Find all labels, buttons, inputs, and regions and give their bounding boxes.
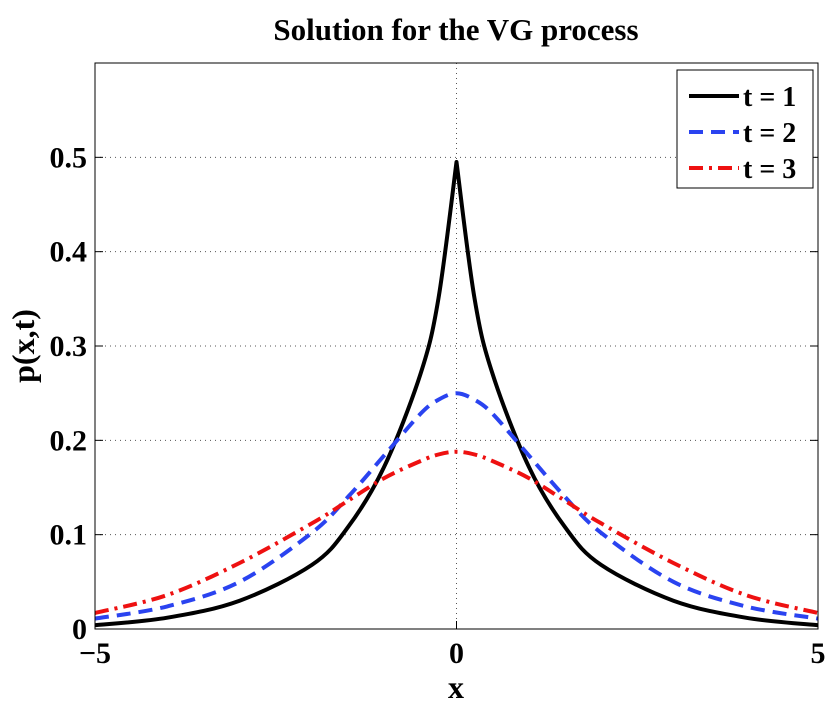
grid-lines xyxy=(95,63,818,629)
legend-label-t2: t = 2 xyxy=(743,118,796,149)
legend-label-t3: t = 3 xyxy=(743,154,796,185)
series-layer xyxy=(94,160,819,628)
legend-label-t1: t = 1 xyxy=(743,82,796,113)
y-axis-label: p(x,t) xyxy=(5,309,41,383)
y-tick-label: 0 xyxy=(72,613,87,646)
y-tick-label: 0.4 xyxy=(50,236,88,269)
y-tick-label: 0.5 xyxy=(50,141,88,174)
chart-title: Solution for the VG process xyxy=(273,12,638,47)
y-tick-label: 0.3 xyxy=(50,330,88,363)
series-line-t2 xyxy=(94,391,819,621)
x-tick-label: 5 xyxy=(811,637,826,670)
x-tick-label: −5 xyxy=(79,637,111,670)
x-axis-ticks: −5 0 5 xyxy=(79,621,826,670)
y-tick-label: 0.1 xyxy=(50,519,88,552)
x-axis-label: x xyxy=(448,669,464,704)
series-line-t3 xyxy=(94,449,819,615)
x-tick-label: 0 xyxy=(449,637,464,670)
series-line-t1 xyxy=(94,160,819,628)
legend: t = 1 t = 2 t = 3 xyxy=(676,69,814,189)
y-tick-label: 0.2 xyxy=(50,424,88,457)
y-axis-ticks: 0 0.1 0.2 0.3 0.4 0.5 xyxy=(50,141,818,646)
